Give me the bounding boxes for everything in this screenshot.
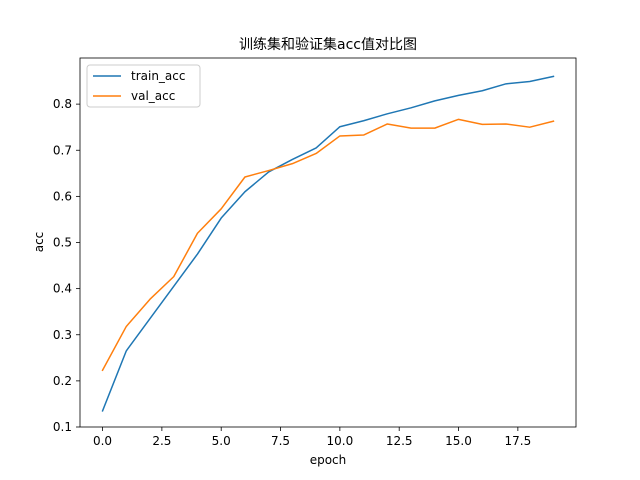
legend-label-train-acc: train_acc (131, 69, 185, 83)
y-tick-label: 0.4 (53, 282, 72, 296)
x-tick-label: 17.5 (504, 434, 531, 448)
x-tick-label: 15.0 (445, 434, 472, 448)
chart-title: 训练集和验证集acc值对比图 (239, 36, 417, 53)
y-tick-label: 0.6 (53, 189, 72, 203)
legend: train_acc val_acc (86, 64, 201, 108)
y-tick-label: 0.8 (53, 97, 72, 111)
y-tick-label: 0.1 (53, 420, 72, 434)
x-tick-label: 2.5 (152, 434, 171, 448)
y-axis-label: acc (32, 232, 46, 253)
legend-label-val-acc: val_acc (131, 89, 175, 103)
x-tick-label: 0.0 (93, 434, 112, 448)
x-axis-label: epoch (310, 453, 347, 467)
y-tick-label: 0.5 (53, 236, 72, 250)
x-tick-label: 12.5 (386, 434, 413, 448)
x-tick-label: 5.0 (212, 434, 231, 448)
y-tick-label: 0.2 (53, 374, 72, 388)
y-tick-label: 0.3 (53, 328, 72, 342)
series-line-train-acc (101, 75, 555, 412)
x-tick-label: 10.0 (327, 434, 354, 448)
series-line-val-acc (101, 118, 555, 372)
y-tick-label: 0.7 (53, 143, 72, 157)
plot-area: 0.0 2.5 5.0 7.5 10.0 12.5 15.0 17.5 0.1 0.2 0.3 0.4… (53, 57, 577, 448)
x-tick-label: 7.5 (271, 434, 290, 448)
